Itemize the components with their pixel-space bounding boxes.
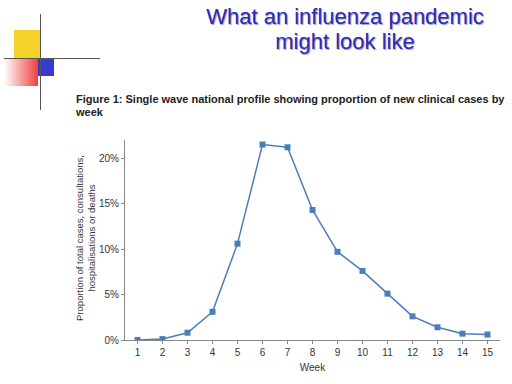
svg-text:8: 8: [310, 347, 316, 358]
svg-text:20%: 20%: [99, 153, 119, 164]
svg-text:12: 12: [407, 347, 419, 358]
svg-text:10%: 10%: [99, 244, 119, 255]
svg-text:5%: 5%: [105, 289, 120, 300]
svg-text:14: 14: [457, 347, 469, 358]
svg-text:0%: 0%: [105, 335, 120, 346]
svg-text:6: 6: [260, 347, 266, 358]
svg-text:9: 9: [335, 347, 341, 358]
svg-text:13: 13: [432, 347, 444, 358]
svg-text:5: 5: [235, 347, 241, 358]
svg-text:3: 3: [185, 347, 191, 358]
svg-text:10: 10: [357, 347, 369, 358]
svg-text:Week: Week: [300, 362, 326, 373]
html-text:Figure 1: Single wave national: Figure 1: Single wave national profile s…: [76, 93, 505, 118]
svg-text:15%: 15%: [99, 198, 119, 209]
svg-text:7: 7: [285, 347, 291, 358]
svg-text:2: 2: [160, 347, 166, 358]
svg-text:1: 1: [135, 347, 141, 358]
svg-text:4: 4: [210, 347, 216, 358]
svg-text:15: 15: [482, 347, 494, 358]
html-text:Proportion of total cases, con: Proportion of total cases, consultations…: [74, 155, 97, 321]
html-text:What an influenza pandemic mig: What an influenza pandemic might look li…: [206, 4, 484, 54]
svg-text:11: 11: [382, 347, 393, 358]
